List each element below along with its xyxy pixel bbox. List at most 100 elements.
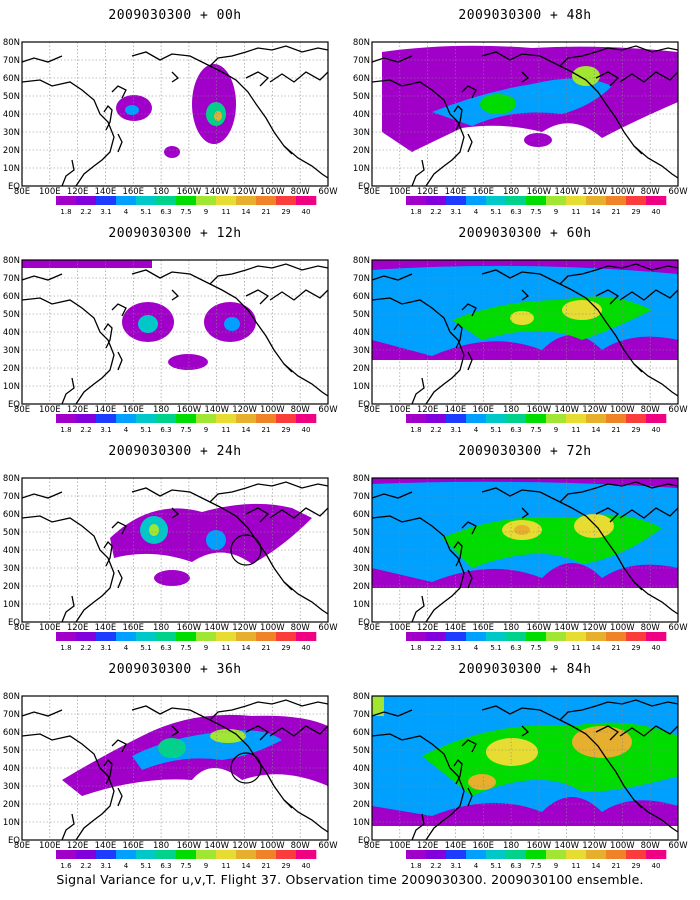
lat-tick-label: 30N <box>353 128 370 138</box>
figure-caption: Signal Variance for u,v,T. Flight 37. Ob… <box>56 872 644 887</box>
lon-tick-label: 160E <box>472 187 494 197</box>
colorbar-swatch <box>236 632 257 641</box>
lat-tick-label: EQ <box>358 182 370 192</box>
colorbar-label: 9 <box>204 862 208 870</box>
lon-tick-label: 160W <box>527 841 552 851</box>
lat-tick-label: 60N <box>353 728 370 738</box>
colorbar: 1.8 2.2 3.1 4 5.1 6.3 7.5 9 11 14 21 29 40 <box>56 196 317 216</box>
lat-tick-label: 70N <box>3 274 20 284</box>
lon-tick-label: 140E <box>95 841 117 851</box>
lon-tick-label: 60W <box>318 187 338 197</box>
colorbar-swatch <box>196 414 217 423</box>
lat-tick-label: EQ <box>358 618 370 628</box>
map-area <box>371 41 679 187</box>
lat-tick-label: EQ <box>8 618 20 628</box>
lat-tick-label: 40N <box>3 546 20 556</box>
lat-tick-label: EQ <box>358 836 370 846</box>
colorbar-label: 9 <box>554 208 558 216</box>
gridlines <box>372 42 678 186</box>
lat-tick-label: 60N <box>353 74 370 84</box>
colorbar-swatch <box>626 196 647 205</box>
lat-tick-label: 80N <box>3 692 20 702</box>
lat-tick-label: 20N <box>3 582 20 592</box>
colorbar-label: 5.1 <box>140 644 151 652</box>
map-frame <box>21 41 329 187</box>
colorbar-label: 1.6 <box>60 862 72 870</box>
colorbar-label: 29 <box>282 426 291 434</box>
lon-tick-label: 140W <box>204 405 229 415</box>
colorbar-label: 14 <box>592 862 601 870</box>
colorbar-swatch <box>236 850 257 859</box>
colorbar-swatch <box>586 414 607 423</box>
map-area <box>21 41 329 187</box>
colorbar-label: 14 <box>242 644 251 652</box>
coastlines <box>371 699 679 841</box>
lon-tick-label: 140W <box>204 187 229 197</box>
lat-tick-label: 20N <box>353 146 370 156</box>
colorbar-label: 21 <box>262 426 271 434</box>
colorbar-label: 1.8 <box>60 644 71 652</box>
panel-title: 2009030300 + 12h <box>108 226 242 241</box>
colorbar-swatch <box>276 632 297 641</box>
colorbar-label: 29 <box>282 862 291 870</box>
colorbar-label: 6.3 <box>160 426 171 434</box>
lon-tick-label: 100W <box>260 405 285 415</box>
map-frame <box>371 695 679 841</box>
colorbar-label: 11 <box>222 426 231 434</box>
colorbar-label: 21 <box>612 644 621 652</box>
colorbar-swatch <box>506 632 527 641</box>
colorbar-swatch <box>216 632 237 641</box>
colorbar-label: 21 <box>612 862 621 870</box>
lon-tick-label: 120W <box>232 187 257 197</box>
lon-tick-label: 80W <box>641 623 661 633</box>
gridlines <box>22 42 328 186</box>
observation-circle <box>230 752 262 784</box>
colorbar-label: 11 <box>572 644 581 652</box>
colorbar-swatch <box>406 632 427 641</box>
lon-tick-label: 140E <box>445 841 467 851</box>
lat-tick-label: 10N <box>3 600 20 610</box>
colorbar-label: 4 <box>124 862 129 870</box>
colorbar-swatch <box>406 196 427 205</box>
colorbar-label: 21 <box>612 426 621 434</box>
forecast-panel-00h: 2009030300 + 00h 80E 100E 120E 140E 160E 180 16… <box>0 0 350 225</box>
lon-tick-label: 100W <box>260 623 285 633</box>
lon-tick-label: 80W <box>641 841 661 851</box>
lon-tick-label: 180 <box>153 187 169 197</box>
lat-tick-label: 80N <box>353 256 370 266</box>
colorbar-label: 2.2 <box>430 208 441 216</box>
lon-tick-label: 120E <box>417 187 439 197</box>
lon-tick-label: 140E <box>95 623 117 633</box>
map-frame <box>21 259 329 405</box>
colorbar-swatch <box>446 850 467 859</box>
colorbar-swatch <box>506 414 527 423</box>
colorbar-label: 4 <box>124 426 129 434</box>
colorbar-swatch <box>466 414 487 423</box>
colorbar-label: 29 <box>632 644 641 652</box>
lat-tick-label: 10N <box>3 818 20 828</box>
colorbar-label: 29 <box>282 208 291 216</box>
colorbar-label: 11 <box>572 426 581 434</box>
colorbar-swatch <box>156 196 177 205</box>
map-svg: 80E 100E 120E 140E 160E 180 160W 140W 120W 100W 80… <box>3 256 338 434</box>
lat-tick-label: 30N <box>3 564 20 574</box>
lat-tick-label: 50N <box>353 528 370 538</box>
colorbar-swatch <box>176 414 197 423</box>
panel-title: 2009030300 + 36h <box>108 662 242 677</box>
colorbar-swatch <box>546 850 567 859</box>
colorbar-label: 40 <box>652 644 661 652</box>
colorbar-swatch <box>606 850 627 859</box>
forecast-panel-36h: 2009030300 + 36h 80E 100E 120E 140E 160E 180 16… <box>0 654 350 879</box>
lat-tick-label: 40N <box>353 764 370 774</box>
colorbar-label: 3.1 <box>450 644 461 652</box>
colorbar-label: 4 <box>124 208 129 216</box>
colorbar-swatch <box>256 196 277 205</box>
map-frame <box>371 41 679 187</box>
colorbar-swatch <box>646 196 667 205</box>
lon-tick-label: 80E <box>364 405 380 415</box>
lon-tick-label: 120W <box>582 623 607 633</box>
colorbar-label: 7.5 <box>180 644 191 652</box>
colorbar-swatch <box>586 632 607 641</box>
colorbar-label: 6.3 <box>160 862 171 870</box>
colorbar-label: 7.5 <box>530 426 541 434</box>
